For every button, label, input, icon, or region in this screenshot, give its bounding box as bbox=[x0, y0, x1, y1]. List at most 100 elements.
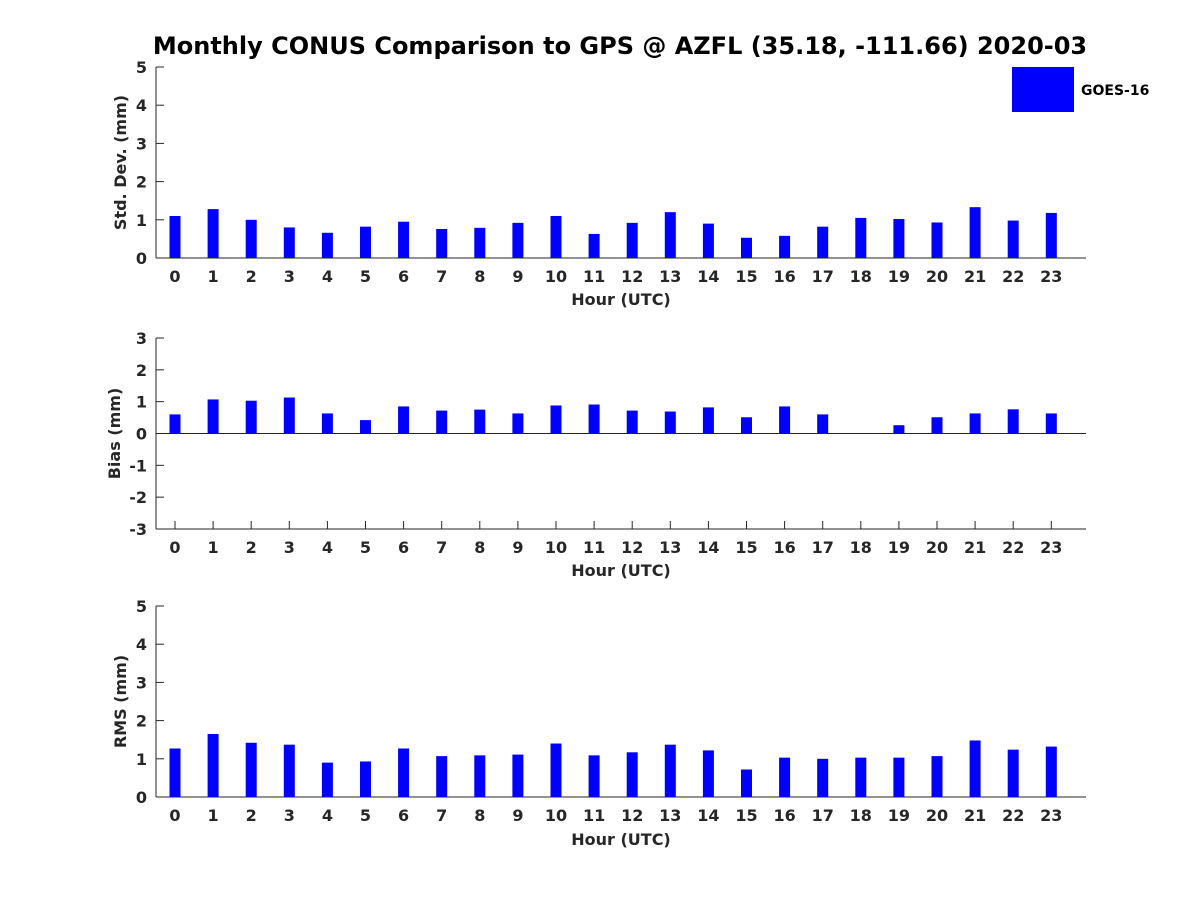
bar bbox=[855, 757, 867, 797]
x-tick-label: 12 bbox=[621, 806, 643, 825]
bar bbox=[626, 410, 638, 434]
bar bbox=[207, 209, 219, 258]
x-tick-label: 10 bbox=[545, 806, 567, 825]
bar bbox=[893, 425, 905, 434]
bar bbox=[512, 222, 524, 258]
bar bbox=[741, 769, 752, 797]
x-tick-label: 1 bbox=[208, 806, 219, 825]
x-tick-label: 23 bbox=[1040, 267, 1062, 286]
bar bbox=[664, 744, 676, 797]
bar bbox=[436, 228, 448, 258]
bar bbox=[512, 754, 524, 797]
bar bbox=[1045, 746, 1057, 797]
x-axis-label: Hour (UTC) bbox=[571, 561, 671, 580]
x-tick-label: 18 bbox=[850, 538, 872, 557]
x-tick-label: 16 bbox=[773, 538, 795, 557]
bar bbox=[474, 755, 486, 797]
x-tick-label: 5 bbox=[360, 806, 371, 825]
x-tick-label: 0 bbox=[169, 538, 180, 557]
x-tick-label: 6 bbox=[398, 538, 409, 557]
x-tick-label: 14 bbox=[697, 538, 719, 557]
y-tick-label: -1 bbox=[129, 456, 147, 475]
bar bbox=[931, 222, 943, 258]
x-tick-label: 6 bbox=[398, 806, 409, 825]
bar bbox=[169, 414, 181, 434]
x-tick-label: 4 bbox=[322, 267, 333, 286]
x-tick-label: 21 bbox=[964, 267, 986, 286]
y-axis-label: Bias (mm) bbox=[105, 388, 124, 480]
x-tick-label: 11 bbox=[583, 806, 605, 825]
bar bbox=[474, 409, 486, 434]
x-tick-label: 15 bbox=[735, 806, 757, 825]
y-tick-label: 0 bbox=[136, 425, 147, 444]
x-tick-label: 2 bbox=[246, 538, 257, 557]
x-tick-label: 9 bbox=[512, 538, 523, 557]
x-tick-label: 1 bbox=[208, 538, 219, 557]
bar bbox=[626, 752, 638, 797]
y-tick-label: 3 bbox=[136, 329, 147, 348]
bar bbox=[550, 405, 562, 434]
y-tick-label: 2 bbox=[136, 173, 147, 192]
bar bbox=[741, 417, 752, 434]
y-tick-label: -2 bbox=[129, 488, 147, 507]
bar bbox=[664, 212, 676, 258]
x-tick-label: 10 bbox=[545, 538, 567, 557]
x-tick-label: 5 bbox=[360, 267, 371, 286]
bar bbox=[588, 233, 600, 258]
x-tick-label: 10 bbox=[545, 267, 567, 286]
x-tick-label: 15 bbox=[735, 538, 757, 557]
figure-title: Monthly CONUS Comparison to GPS @ AZFL (… bbox=[153, 32, 1087, 60]
x-tick-label: 7 bbox=[436, 538, 447, 557]
y-tick-label: 1 bbox=[136, 211, 147, 230]
x-tick-label: 20 bbox=[926, 267, 948, 286]
bar bbox=[664, 411, 676, 434]
bar bbox=[626, 222, 638, 258]
x-tick-label: 19 bbox=[888, 538, 910, 557]
y-tick-label: 5 bbox=[136, 597, 147, 616]
y-tick-label: -3 bbox=[129, 520, 147, 539]
x-tick-label: 19 bbox=[888, 806, 910, 825]
x-tick-label: 9 bbox=[512, 267, 523, 286]
x-tick-label: 0 bbox=[169, 806, 180, 825]
x-tick-label: 12 bbox=[621, 267, 643, 286]
bar bbox=[702, 750, 714, 797]
x-tick-label: 20 bbox=[926, 538, 948, 557]
bar bbox=[360, 226, 371, 258]
y-tick-label: 5 bbox=[136, 58, 147, 77]
x-axis-label: Hour (UTC) bbox=[571, 290, 671, 309]
bar bbox=[893, 757, 905, 797]
x-tick-label: 22 bbox=[1002, 538, 1024, 557]
y-tick-label: 3 bbox=[136, 134, 147, 153]
x-tick-label: 3 bbox=[284, 806, 295, 825]
bar bbox=[1045, 212, 1057, 258]
bar bbox=[817, 758, 829, 797]
bar bbox=[283, 227, 295, 258]
bar bbox=[207, 399, 219, 434]
bar bbox=[245, 400, 257, 434]
bar bbox=[321, 762, 333, 797]
bar bbox=[474, 227, 486, 258]
x-tick-label: 14 bbox=[697, 267, 719, 286]
bar bbox=[550, 215, 562, 258]
bar bbox=[779, 757, 791, 797]
bar bbox=[588, 404, 600, 434]
y-axis-label: RMS (mm) bbox=[111, 655, 130, 748]
x-tick-label: 16 bbox=[773, 267, 795, 286]
x-tick-label: 13 bbox=[659, 538, 681, 557]
bar bbox=[741, 237, 752, 258]
x-tick-label: 16 bbox=[773, 806, 795, 825]
x-tick-label: 14 bbox=[697, 806, 719, 825]
x-tick-label: 13 bbox=[659, 267, 681, 286]
x-tick-label: 23 bbox=[1040, 538, 1062, 557]
bar bbox=[1045, 413, 1057, 434]
x-tick-label: 0 bbox=[169, 267, 180, 286]
y-tick-label: 2 bbox=[136, 361, 147, 380]
bar bbox=[969, 413, 981, 434]
y-tick-label: 1 bbox=[136, 393, 147, 412]
x-tick-label: 22 bbox=[1002, 267, 1024, 286]
x-tick-label: 8 bbox=[474, 538, 485, 557]
y-tick-label: 1 bbox=[136, 750, 147, 769]
